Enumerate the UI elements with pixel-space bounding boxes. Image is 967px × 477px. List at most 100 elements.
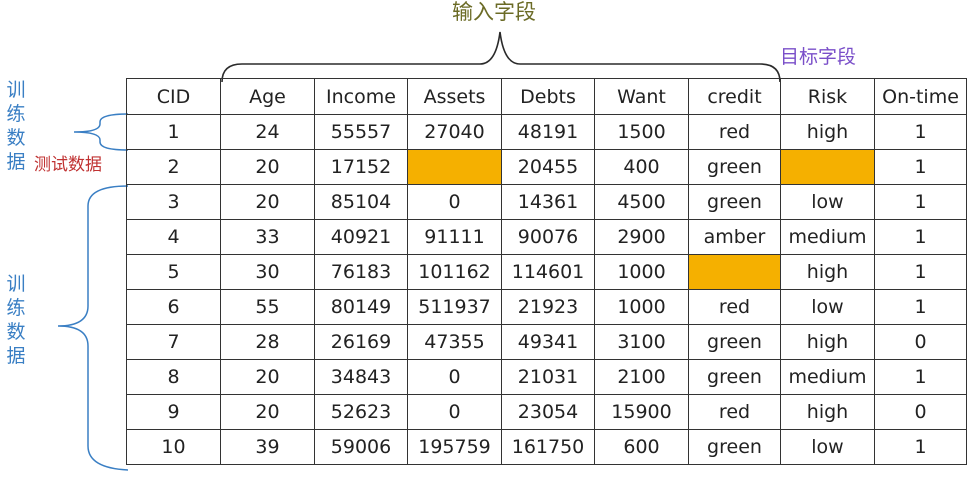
table-cell: 1 xyxy=(874,219,967,255)
test-data-label: 测试数据 xyxy=(34,155,102,175)
table-cell: 3100 xyxy=(594,324,689,360)
table-cell: 20 xyxy=(220,184,315,220)
table-cell: green xyxy=(688,359,781,395)
table-cell: 76183 xyxy=(314,254,408,290)
table-cell: 1 xyxy=(874,289,967,325)
table-row: 2 20 17152 20455 400 green 1 xyxy=(126,149,967,185)
table-cell: medium xyxy=(780,219,875,255)
table-cell: 4 xyxy=(126,219,221,255)
train-data-char: 训 xyxy=(6,79,26,101)
table-row: 5 30 76183 101162 114601 1000 high 1 xyxy=(126,254,967,290)
table-cell: 34843 xyxy=(314,359,408,395)
table-cell: 55557 xyxy=(314,114,408,150)
input-fields-brace xyxy=(221,31,781,83)
train-data-label-bottom: 训 练 数 据 xyxy=(4,272,28,368)
table-cell: 9 xyxy=(126,394,221,430)
table-cell: 85104 xyxy=(314,184,408,220)
table-cell: 33 xyxy=(220,219,315,255)
table-cell: 55 xyxy=(220,289,315,325)
table-cell: 114601 xyxy=(501,254,595,290)
train-data-char: 据 xyxy=(6,345,26,367)
table-cell: 48191 xyxy=(501,114,595,150)
train-brace-bottom xyxy=(57,185,129,471)
table-cell: 161750 xyxy=(501,429,595,465)
table-cell: 1 xyxy=(874,359,967,395)
table-cell: 90076 xyxy=(501,219,595,255)
table-cell: 3 xyxy=(126,184,221,220)
table-cell: 47355 xyxy=(407,324,502,360)
masked-cell xyxy=(780,149,875,185)
table-cell: 20 xyxy=(220,149,315,185)
table-header-row: CID Age Income Assets Debts Want credit Risk On-… xyxy=(126,78,967,115)
table-cell: 17152 xyxy=(314,149,408,185)
table-cell: 0 xyxy=(874,324,967,360)
table-cell: amber xyxy=(688,219,781,255)
table-cell: 0 xyxy=(407,184,502,220)
table-row: 3 20 85104 0 14361 4500 green low 1 xyxy=(126,184,967,220)
table-cell: red xyxy=(688,114,781,150)
table-cell: high xyxy=(780,394,875,430)
table-cell: 10 xyxy=(126,429,221,465)
table-cell: 20 xyxy=(220,394,315,430)
table-row: 4 33 40921 91111 90076 2900 amber medium 1 xyxy=(126,219,967,255)
table-cell: 91111 xyxy=(407,219,502,255)
table-cell: 1 xyxy=(874,429,967,465)
table-cell: 600 xyxy=(594,429,689,465)
table-cell: 1 xyxy=(874,114,967,150)
table-cell: 21031 xyxy=(501,359,595,395)
table-cell: 5 xyxy=(126,254,221,290)
column-header-income: Income xyxy=(314,78,408,115)
column-header-risk: Risk xyxy=(780,78,875,115)
column-header-on-time: On-time xyxy=(874,78,967,115)
table-cell: 6 xyxy=(126,289,221,325)
table-cell: 1 xyxy=(874,149,967,185)
table-cell: 4500 xyxy=(594,184,689,220)
train-data-char: 练 xyxy=(6,103,26,125)
table-cell: 400 xyxy=(594,149,689,185)
column-header-cid: CID xyxy=(126,78,221,115)
table-row: 1 24 55557 27040 48191 1500 red high 1 xyxy=(126,114,967,150)
table-cell: red xyxy=(688,394,781,430)
table-row: 9 20 52623 0 23054 15900 red high 0 xyxy=(126,394,967,430)
train-data-label-top: 训 练 数 据 xyxy=(4,78,28,174)
table-cell: 1 xyxy=(874,254,967,290)
table-cell: 1000 xyxy=(594,254,689,290)
masked-cell xyxy=(688,254,781,290)
table-cell: green xyxy=(688,324,781,360)
table-cell: medium xyxy=(780,359,875,395)
table-cell: 80149 xyxy=(314,289,408,325)
input-fields-label: 输入字段 xyxy=(452,0,536,24)
table-row: 6 55 80149 511937 21923 1000 red low 1 xyxy=(126,289,967,325)
table-row: 10 39 59006 195759 161750 600 green low 1 xyxy=(126,429,967,465)
table-cell: 0 xyxy=(407,359,502,395)
table-cell: red xyxy=(688,289,781,325)
column-header-credit: credit xyxy=(688,78,781,115)
table-cell: 49341 xyxy=(501,324,595,360)
table-cell: 26169 xyxy=(314,324,408,360)
masked-cell xyxy=(407,149,502,185)
column-header-want: Want xyxy=(594,78,689,115)
table-cell: 39 xyxy=(220,429,315,465)
train-data-char: 数 xyxy=(6,127,26,149)
table-cell: low xyxy=(780,429,875,465)
table-cell: green xyxy=(688,429,781,465)
train-brace-top xyxy=(73,113,129,151)
table-cell: 40921 xyxy=(314,219,408,255)
table-cell: 27040 xyxy=(407,114,502,150)
customer-data-table: CID Age Income Assets Debts Want credit Risk On-… xyxy=(126,78,967,465)
target-field-label: 目标字段 xyxy=(780,46,857,68)
train-data-char: 练 xyxy=(6,297,26,319)
train-data-char: 数 xyxy=(6,321,26,343)
table-cell: 1000 xyxy=(594,289,689,325)
table-cell: 2100 xyxy=(594,359,689,395)
table-cell: high xyxy=(780,114,875,150)
table-cell: 52623 xyxy=(314,394,408,430)
table-cell: 101162 xyxy=(407,254,502,290)
table-cell: 59006 xyxy=(314,429,408,465)
table-cell: 28 xyxy=(220,324,315,360)
table-cell: 1500 xyxy=(594,114,689,150)
train-data-char: 据 xyxy=(6,151,26,173)
column-header-age: Age xyxy=(220,78,315,115)
